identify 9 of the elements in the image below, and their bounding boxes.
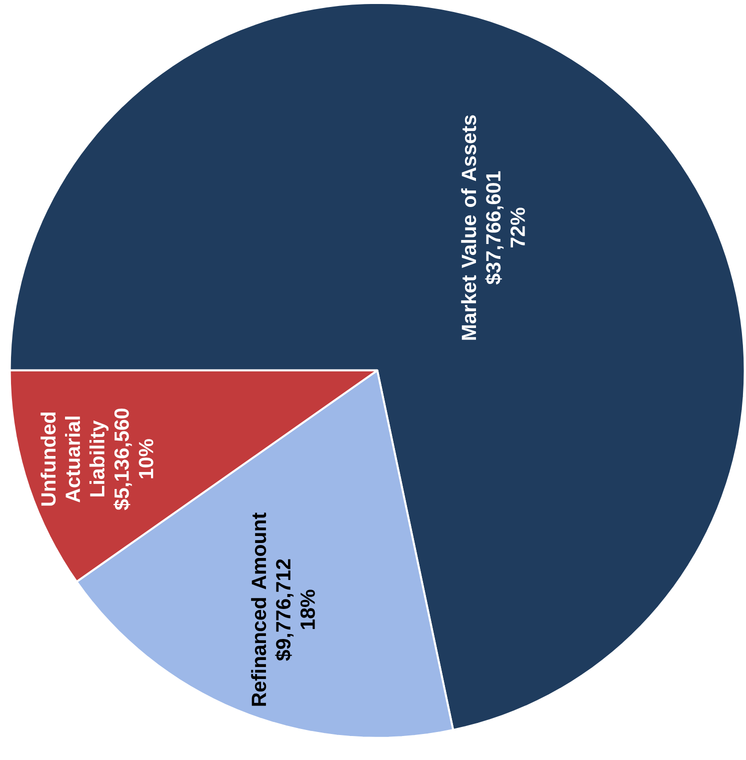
slice-label: Refinanced Amount: [251, 512, 266, 706]
text: 10%: [138, 439, 154, 478]
data-label: $5,136,560: [114, 408, 132, 510]
slice-label: Unfunded Actuarial Liability: [40, 412, 109, 506]
data-label: $37,766,601: [485, 171, 504, 284]
slice-label: Market Value of Assets: [461, 115, 476, 340]
text: 18%: [300, 590, 316, 629]
data-label: $9,776,712: [275, 559, 294, 661]
text: 72%: [510, 208, 526, 248]
